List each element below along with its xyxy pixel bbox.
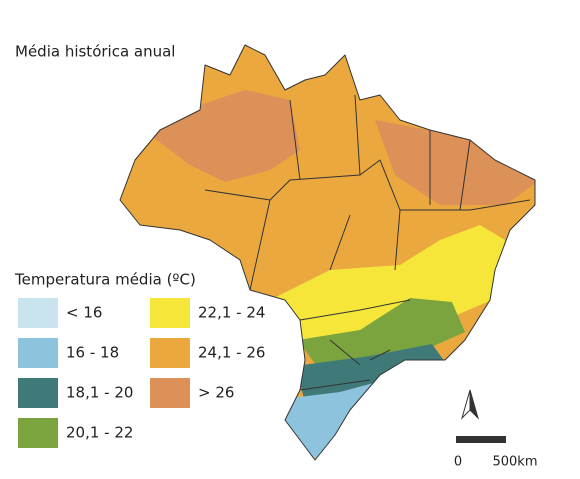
legend-label: 22,1 - 24 [198, 304, 265, 322]
legend-title: Temperatura média (ºC) [14, 271, 196, 289]
legend-label: 16 - 18 [66, 344, 119, 362]
scale-label: 500km [492, 455, 537, 470]
scale-bar [456, 436, 506, 443]
legend-swatch [150, 378, 190, 408]
map-title: Média histórica anual [15, 43, 175, 61]
scale-label: 0 [454, 455, 462, 470]
legend-label: 18,1 - 20 [66, 384, 133, 402]
legend-label: < 16 [66, 304, 102, 322]
legend-swatch [18, 298, 58, 328]
legend-swatch [150, 338, 190, 368]
zone-18-20 [295, 344, 445, 402]
legend-label: 24,1 - 26 [198, 344, 265, 362]
legend-label: > 26 [198, 384, 234, 402]
north-arrow [460, 389, 480, 420]
legend-swatch [150, 298, 190, 328]
state-borders [204, 94, 531, 391]
legend-swatch [18, 418, 58, 448]
legend: < 16 16 - 18 18,1 - 20 20,1 - 22 22,1 - 24 24… [18, 298, 265, 448]
legend-swatch [18, 378, 58, 408]
zone-over-26 [375, 120, 535, 205]
legend-label: 20,1 - 22 [66, 424, 133, 442]
legend-swatch [18, 338, 58, 368]
